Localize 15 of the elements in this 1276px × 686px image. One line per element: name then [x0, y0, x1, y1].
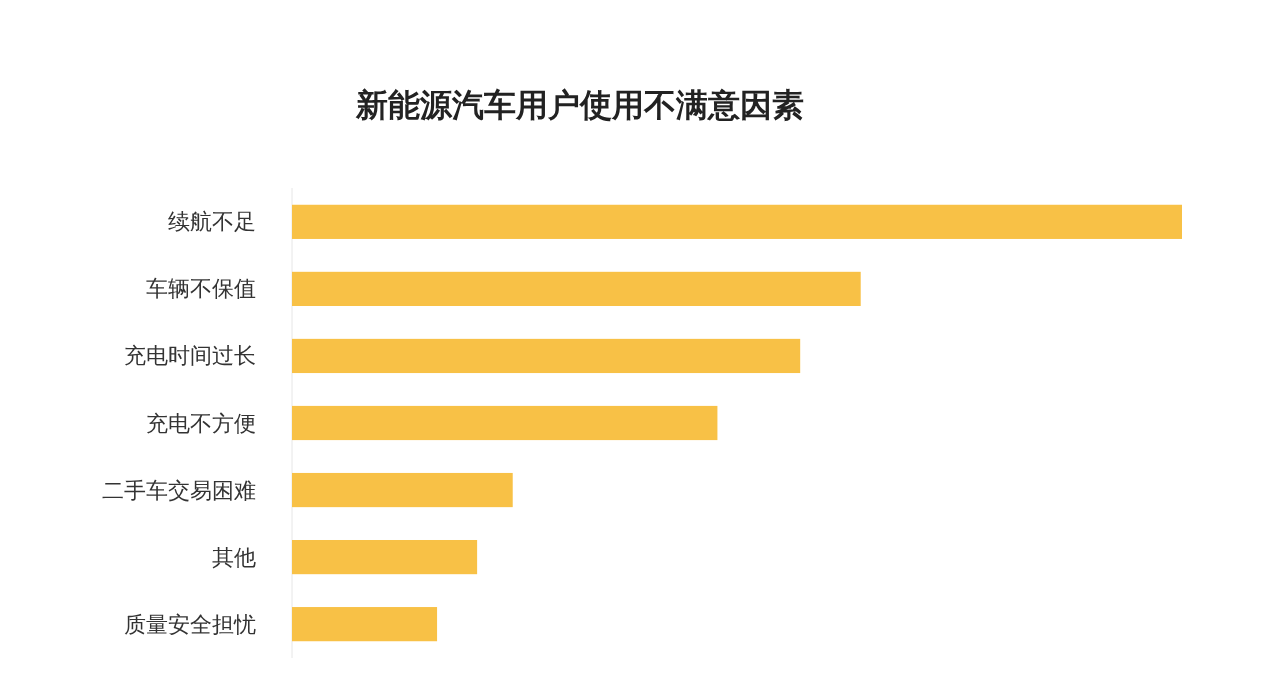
y-tick-label: 车辆不保值 — [146, 276, 256, 302]
bar — [292, 607, 438, 642]
bar — [292, 405, 718, 441]
bar — [292, 472, 513, 508]
bar — [292, 338, 801, 374]
y-tick-label: 其他 — [212, 544, 256, 570]
bar — [292, 204, 1182, 239]
y-tick-label: 充电时间过长 — [124, 343, 256, 369]
bar — [292, 540, 478, 575]
y-tick-label: 质量安全担忧 — [124, 611, 256, 637]
y-tick-label: 续航不足 — [168, 209, 256, 235]
y-tick-label: 二手车交易困难 — [102, 477, 256, 503]
chart-title: 新能源汽车用户使用不满意因素 — [355, 86, 804, 124]
y-tick-label: 充电不方便 — [146, 410, 256, 436]
bar — [292, 271, 861, 306]
